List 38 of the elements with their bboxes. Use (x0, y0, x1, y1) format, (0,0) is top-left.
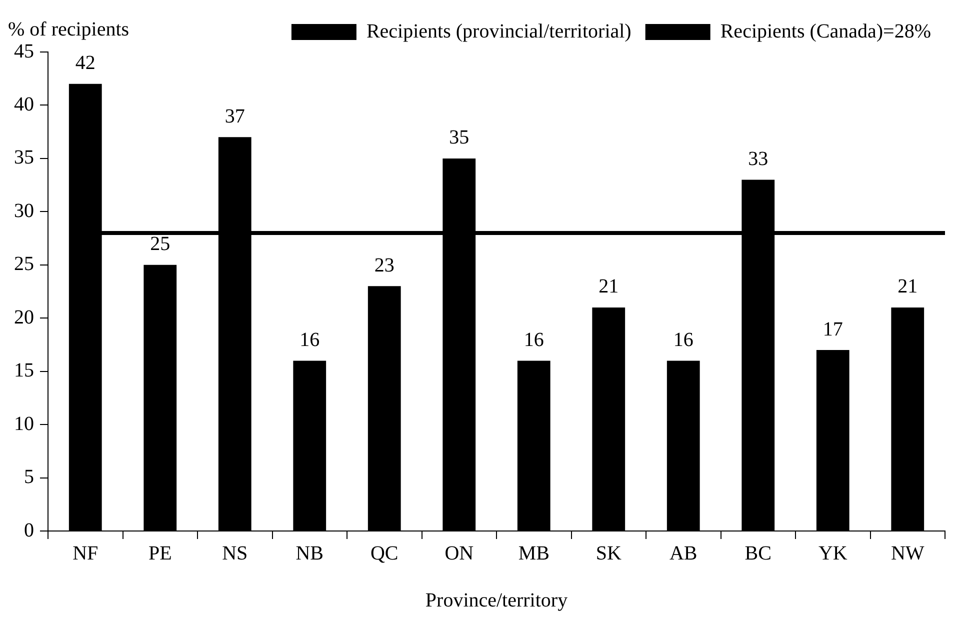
y-tick-label: 40 (14, 93, 34, 116)
y-tick-label: 35 (14, 146, 34, 169)
legend-label: Recipients (Canada)=28% (720, 20, 931, 42)
x-tick-label: NF (72, 542, 98, 564)
x-tick-label: BC (744, 542, 772, 564)
y-tick-label: 5 (24, 466, 34, 488)
data-label: 25 (150, 233, 170, 256)
y-tick-label: 0 (24, 519, 34, 542)
data-label: 21 (898, 276, 918, 298)
data-label: 37 (224, 105, 245, 128)
data-label: 21 (598, 276, 619, 298)
data-label: 23 (374, 254, 394, 276)
x-tick-label: PE (148, 542, 172, 564)
y-tick-label: 20 (14, 306, 34, 328)
data-label: 33 (748, 148, 768, 170)
x-tick-label: QC (370, 542, 398, 564)
y-tick-label: 10 (14, 412, 34, 435)
x-tick-label: YK (818, 542, 848, 564)
data-label: 16 (673, 328, 694, 351)
x-tick-label: NB (296, 542, 324, 564)
data-label: 35 (449, 126, 470, 149)
data-label: 17 (822, 318, 843, 340)
x-tick-label: NS (222, 542, 248, 564)
x-axis-title: Province/territory (425, 589, 568, 612)
y-axis-title: % of recipients (8, 18, 130, 40)
data-label: 16 (300, 328, 320, 351)
data-label: 42 (75, 52, 96, 74)
x-tick-label: ON (444, 542, 474, 564)
x-tick-label: SK (596, 542, 622, 564)
y-tick-label: 25 (14, 253, 34, 276)
y-tick-label: 15 (14, 360, 34, 382)
x-tick-label: MB (518, 542, 550, 564)
legend-label: Recipients (provincial/territorial) (366, 20, 632, 42)
x-tick-label: AB (669, 542, 698, 564)
data-label: 16 (524, 328, 544, 351)
x-tick-label: NW (890, 542, 924, 564)
y-tick-label: 45 (14, 40, 34, 62)
y-tick-label: 30 (14, 200, 34, 222)
